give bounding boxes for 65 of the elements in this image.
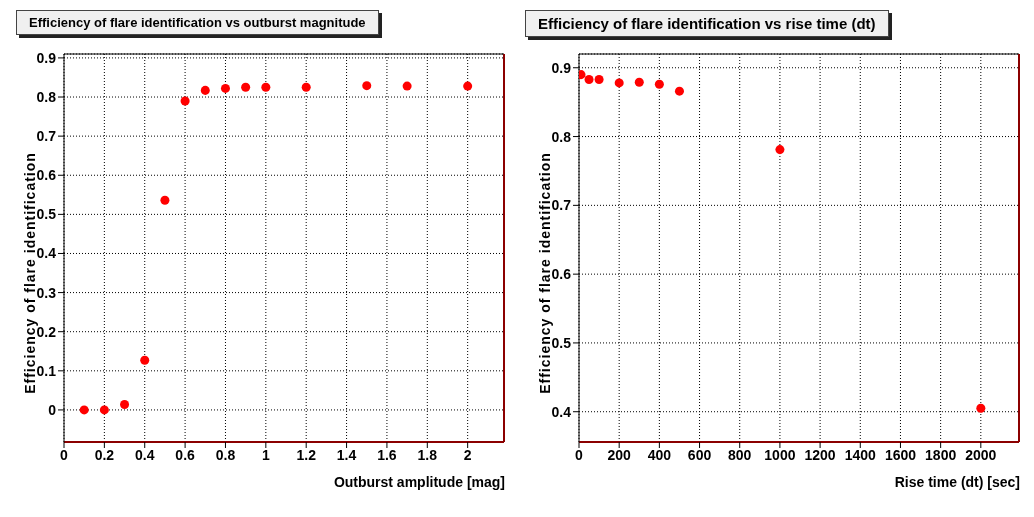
point xyxy=(976,403,986,413)
y-tick-label: 0.8 xyxy=(36,88,57,105)
x-tick-label: 0.2 xyxy=(94,446,115,463)
chart-title: Efficiency of flare identification vs rise time (dt) xyxy=(525,10,889,37)
point xyxy=(584,74,594,84)
point xyxy=(180,96,190,106)
x-tick-label: 1 xyxy=(261,446,270,463)
point xyxy=(463,81,473,91)
point xyxy=(99,405,109,415)
x-axis-title: Rise time (dt) [sec] xyxy=(894,474,1020,490)
point xyxy=(614,78,624,88)
x-tick-label: 1400 xyxy=(844,446,877,463)
x-tick-label: 1800 xyxy=(925,446,957,463)
x-tick-label: 1.2 xyxy=(296,446,317,463)
y-tick-label: 0.8 xyxy=(551,128,572,145)
point xyxy=(261,82,271,92)
point xyxy=(362,81,372,91)
point xyxy=(220,83,230,93)
point xyxy=(301,82,311,92)
point xyxy=(160,195,170,205)
x-axis-title: Outburst amplitude [mag] xyxy=(333,474,505,490)
y-tick-label: 0.6 xyxy=(551,266,572,283)
y-tick-label: 0 xyxy=(48,401,57,418)
x-tick-label: 1.6 xyxy=(377,446,397,463)
y-tick-label: 0.5 xyxy=(551,334,572,351)
x-tick-label: 800 xyxy=(728,446,752,463)
point xyxy=(200,85,210,95)
point xyxy=(120,399,130,409)
chart-title: Efficiency of flare identification vs outburst magnitude xyxy=(16,10,379,35)
x-tick-label: 1.4 xyxy=(336,446,357,463)
x-tick-label: 0 xyxy=(575,446,584,463)
point xyxy=(654,79,664,89)
x-tick-label: 1200 xyxy=(804,446,836,463)
point xyxy=(775,145,785,155)
point xyxy=(674,86,684,96)
x-tick-label: 2000 xyxy=(965,446,997,463)
y-tick-label: 0.6 xyxy=(36,167,57,184)
y-tick-label: 0.1 xyxy=(36,362,57,379)
y-tick-label: 0.9 xyxy=(36,49,57,66)
y-axis-title: Efficiency of flare identification xyxy=(22,152,38,394)
y-tick-label: 0.4 xyxy=(36,245,57,262)
y-tick-label: 0.7 xyxy=(36,128,57,145)
y-tick-label: 0.4 xyxy=(551,403,572,420)
y-tick-label: 0.3 xyxy=(36,284,57,301)
point xyxy=(241,82,251,92)
x-tick-label: 400 xyxy=(647,446,672,463)
x-tick-label: 1000 xyxy=(764,446,796,463)
y-axis-title: Efficiency of flare identification xyxy=(537,152,553,394)
point xyxy=(402,81,412,91)
x-tick-label: 1.8 xyxy=(417,446,438,463)
x-tick-label: 0 xyxy=(60,446,69,463)
point xyxy=(140,355,150,365)
x-tick-label: 0.4 xyxy=(135,446,155,463)
y-tick-label: 0.5 xyxy=(36,206,57,223)
x-tick-label: 600 xyxy=(687,446,712,463)
x-tick-label: 1600 xyxy=(884,446,917,463)
x-tick-label: 2 xyxy=(463,446,472,463)
y-tick-label: 0.7 xyxy=(551,197,572,214)
y-tick-label: 0.9 xyxy=(551,59,572,76)
x-tick-label: 0.6 xyxy=(175,446,196,463)
x-tick-label: 200 xyxy=(607,446,632,463)
x-tick-label: 0.8 xyxy=(215,446,236,463)
point xyxy=(594,74,604,84)
point xyxy=(634,77,644,87)
point xyxy=(79,405,89,415)
